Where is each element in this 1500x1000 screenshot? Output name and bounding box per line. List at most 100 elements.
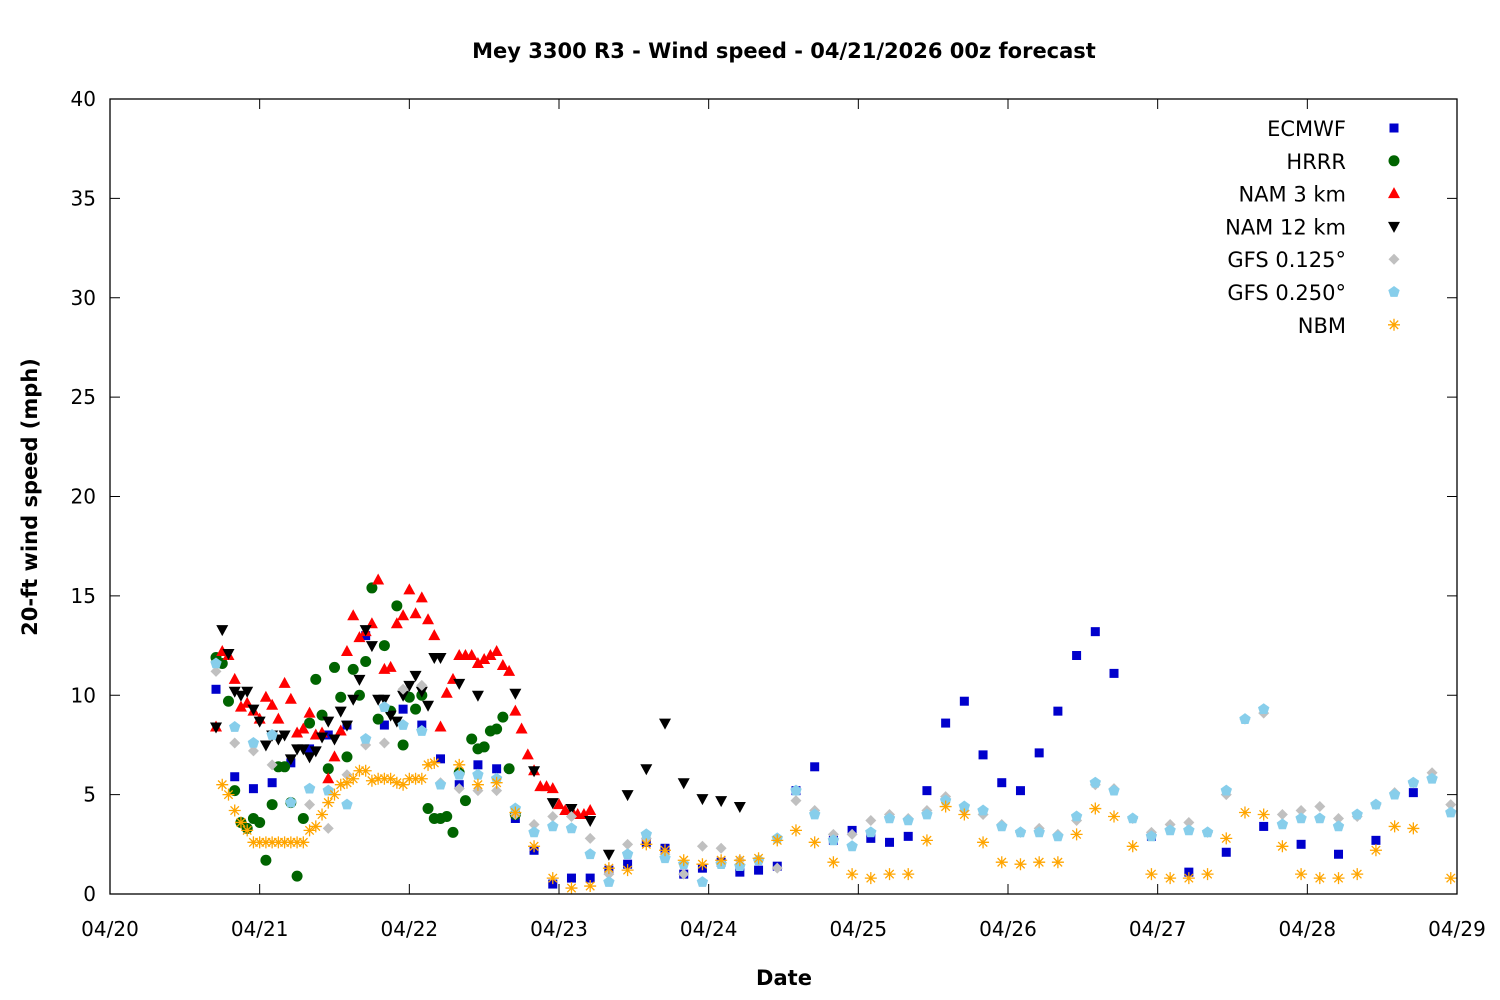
series-gfs-0-250 <box>210 657 1457 887</box>
data-point-nbm <box>977 836 990 849</box>
data-point-nam-12-km <box>378 694 391 706</box>
data-point-nbm <box>939 800 952 813</box>
data-point-nbm <box>1201 868 1214 881</box>
data-point-ecmwf <box>305 744 315 754</box>
data-point-hrrr <box>378 640 390 652</box>
legend-marker-nbm <box>1388 318 1400 331</box>
data-point-nam-3-km <box>409 607 422 619</box>
data-point-gfs-0-125 <box>1295 805 1307 817</box>
data-point-gfs-0-250 <box>790 784 802 796</box>
data-point-nbm <box>1351 868 1364 881</box>
data-point-nbm <box>228 804 241 817</box>
data-point-gfs-0-250 <box>1070 810 1083 822</box>
data-point-nbm <box>789 824 802 837</box>
legend-label: NAM 12 km <box>1225 215 1346 239</box>
data-point-gfs-0-250 <box>1407 776 1420 788</box>
data-point-nbm <box>334 778 347 791</box>
data-point-gfs-0-250 <box>1164 824 1176 836</box>
data-point-ecmwf <box>810 762 820 772</box>
data-point-ecmwf <box>1334 849 1344 859</box>
data-point-nam-3-km <box>234 700 247 712</box>
data-point-nam-3-km <box>228 672 241 684</box>
chart-title: Mey 3300 R3 - Wind speed - 04/21/2026 00… <box>472 39 1096 63</box>
data-point-nbm <box>752 852 765 865</box>
data-point-nbm <box>241 824 254 837</box>
data-point-gfs-0-250 <box>229 721 241 732</box>
data-point-ecmwf <box>1371 835 1381 845</box>
data-point-gfs-0-250 <box>827 834 840 846</box>
data-point-nbm <box>216 778 229 791</box>
legend-label: GFS 0.125° <box>1227 248 1346 272</box>
data-point-gfs-0-125 <box>266 759 278 771</box>
data-point-nam-12-km <box>340 720 353 732</box>
data-point-nbm <box>471 778 484 791</box>
data-point-nam-3-km <box>297 722 310 734</box>
data-point-gfs-0-125 <box>341 769 353 781</box>
data-point-hrrr <box>360 655 372 667</box>
legend-label: HRRR <box>1286 150 1346 174</box>
data-point-nbm <box>415 772 428 785</box>
data-point-ecmwf <box>1221 847 1231 857</box>
data-point-ecmwf <box>1015 786 1025 796</box>
legend-entry-gfs-0-250: GFS 0.250° <box>1227 281 1400 305</box>
data-point-hrrr <box>304 717 316 729</box>
data-point-gfs-0-125 <box>1314 801 1326 813</box>
x-tick-label: 04/28 <box>1279 917 1337 941</box>
data-point-nam-12-km <box>328 734 341 746</box>
data-point-hrrr <box>372 713 384 725</box>
data-point-gfs-0-250 <box>1089 776 1101 788</box>
data-point-gfs-0-125 <box>1333 812 1345 824</box>
data-point-hrrr <box>347 663 359 675</box>
data-point-gfs-0-250 <box>846 840 858 852</box>
data-point-nbm <box>222 788 235 801</box>
legend-entry-gfs-0-125: GFS 0.125° <box>1227 248 1400 272</box>
data-point-nam-3-km <box>478 652 491 664</box>
data-point-nam-3-km <box>303 706 316 718</box>
data-point-nam-12-km <box>228 686 241 698</box>
data-point-gfs-0-250 <box>453 768 465 780</box>
data-point-gfs-0-125 <box>846 828 858 840</box>
data-point-gfs-0-250 <box>210 657 222 669</box>
x-tick-label: 04/21 <box>231 917 289 941</box>
data-point-ecmwf <box>997 778 1007 788</box>
data-point-hrrr <box>291 870 303 882</box>
data-point-nam-3-km <box>471 656 484 668</box>
data-point-nam-3-km <box>397 609 410 621</box>
data-point-nbm <box>328 788 341 801</box>
data-point-gfs-0-250 <box>1295 812 1307 824</box>
data-point-gfs-0-250 <box>547 820 559 832</box>
data-point-nam-12-km <box>234 690 247 702</box>
data-point-nam-3-km <box>334 724 347 736</box>
data-point-nam-12-km <box>309 746 322 758</box>
data-point-gfs-0-125 <box>678 868 690 880</box>
x-tick-label: 04/27 <box>1129 917 1187 941</box>
data-point-nbm <box>234 816 247 829</box>
data-point-nam-12-km <box>565 804 578 816</box>
data-point-nam-12-km <box>621 790 634 802</box>
data-point-nbm <box>1407 822 1420 835</box>
data-point-nbm <box>827 856 840 869</box>
data-point-gfs-0-125 <box>416 679 428 691</box>
data-point-ecmwf <box>922 786 932 796</box>
data-point-gfs-0-250 <box>958 800 971 812</box>
series-nam-12-km <box>210 625 746 861</box>
data-point-gfs-0-125 <box>397 683 409 695</box>
data-point-hrrr <box>478 741 490 753</box>
data-point-nbm <box>278 836 291 849</box>
data-point-nam-12-km <box>677 778 690 790</box>
data-point-gfs-0-250 <box>303 782 316 794</box>
data-point-gfs-0-125 <box>1445 799 1457 811</box>
data-point-nbm <box>771 834 784 847</box>
data-point-gfs-0-125 <box>547 810 559 822</box>
data-point-nbm <box>602 862 615 875</box>
data-point-ecmwf <box>1296 839 1306 849</box>
data-point-nbm <box>659 844 672 857</box>
x-axis-title: Date <box>756 966 812 990</box>
data-point-nbm <box>1070 828 1083 841</box>
data-point-ecmwf <box>211 684 221 694</box>
data-point-nbm <box>733 854 746 867</box>
data-point-gfs-0-250 <box>696 876 709 887</box>
data-point-nbm <box>1444 872 1457 885</box>
data-point-gfs-0-250 <box>1127 812 1139 824</box>
data-point-nbm <box>272 836 285 849</box>
